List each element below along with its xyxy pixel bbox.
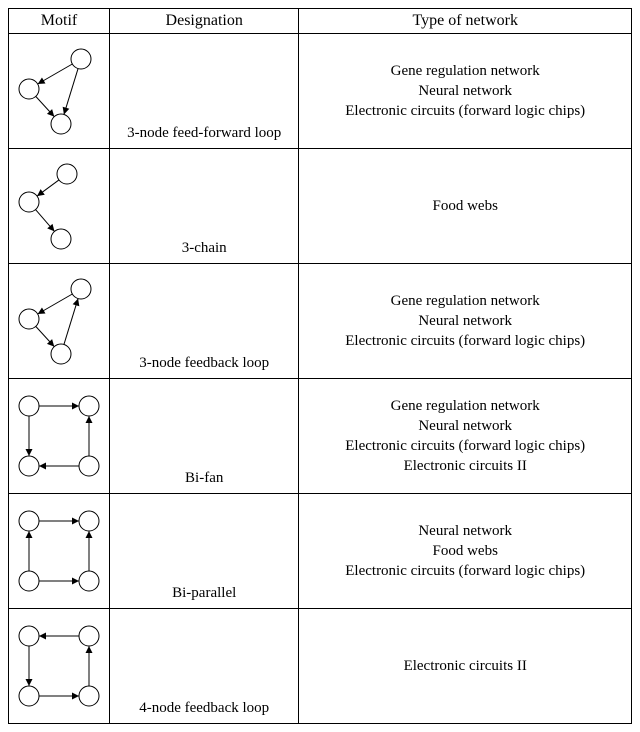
table-row: Bi-parallel Neural networkFood websElectr… (9, 494, 632, 609)
designation-cell: Bi-fan (110, 379, 299, 494)
type-line: Electronic circuits II (299, 656, 631, 676)
designation-cell: 3-node feed-forward loop (110, 34, 299, 149)
type-line: Food webs (299, 196, 631, 216)
header-motif: Motif (9, 9, 110, 34)
type-cell: Gene regulation networkNeural networkEle… (299, 379, 632, 494)
type-cell: Neural networkFood websElectronic circui… (299, 494, 632, 609)
type-line: Neural network (299, 81, 631, 101)
type-cell: Gene regulation networkNeural networkEle… (299, 264, 632, 379)
motif-cell (9, 379, 110, 494)
type-line: Gene regulation network (299, 61, 631, 81)
type-line: Gene regulation network (299, 291, 631, 311)
motif-cell (9, 264, 110, 379)
designation-text: 3-node feedback loop (139, 355, 269, 371)
designation-cell: Bi-parallel (110, 494, 299, 609)
motif-cell (9, 494, 110, 609)
type-cell: Electronic circuits II (299, 609, 632, 724)
table-row: 3-node feed-forward loop Gene regulation … (9, 34, 632, 149)
type-line: Neural network (299, 311, 631, 331)
motif-cell (9, 609, 110, 724)
designation-text: Bi-parallel (172, 585, 236, 601)
type-line: Gene regulation network (299, 396, 631, 416)
table-row: 4-node feedback loop Electronic circuits … (9, 609, 632, 724)
type-line: Electronic circuits (forward logic chips… (299, 436, 631, 456)
type-line: Neural network (299, 521, 631, 541)
type-line: Electronic circuits (forward logic chips… (299, 331, 631, 351)
header-row: Motif Designation Type of network (9, 9, 632, 34)
type-line: Electronic circuits (forward logic chips… (299, 101, 631, 121)
designation-text: Bi-fan (185, 470, 223, 486)
table-row: Bi-fan Gene regulation networkNeural netw… (9, 379, 632, 494)
type-line: Neural network (299, 416, 631, 436)
motif-cell (9, 34, 110, 149)
type-cell: Gene regulation networkNeural networkEle… (299, 34, 632, 149)
designation-cell: 4-node feedback loop (110, 609, 299, 724)
type-line: Food webs (299, 541, 631, 561)
type-cell: Food webs (299, 149, 632, 264)
header-designation: Designation (110, 9, 299, 34)
type-line: Electronic circuits II (299, 456, 631, 476)
designation-cell: 3-node feedback loop (110, 264, 299, 379)
type-line: Electronic circuits (forward logic chips… (299, 561, 631, 581)
table-row: 3-chain Food webs (9, 149, 632, 264)
table-row: 3-node feedback loop Gene regulation netw… (9, 264, 632, 379)
motif-table: Motif Designation Type of network 3-node… (8, 8, 632, 724)
designation-text: 3-chain (182, 240, 227, 256)
header-type: Type of network (299, 9, 632, 34)
designation-text: 4-node feedback loop (139, 700, 269, 716)
designation-cell: 3-chain (110, 149, 299, 264)
motif-cell (9, 149, 110, 264)
designation-text: 3-node feed-forward loop (127, 125, 281, 141)
